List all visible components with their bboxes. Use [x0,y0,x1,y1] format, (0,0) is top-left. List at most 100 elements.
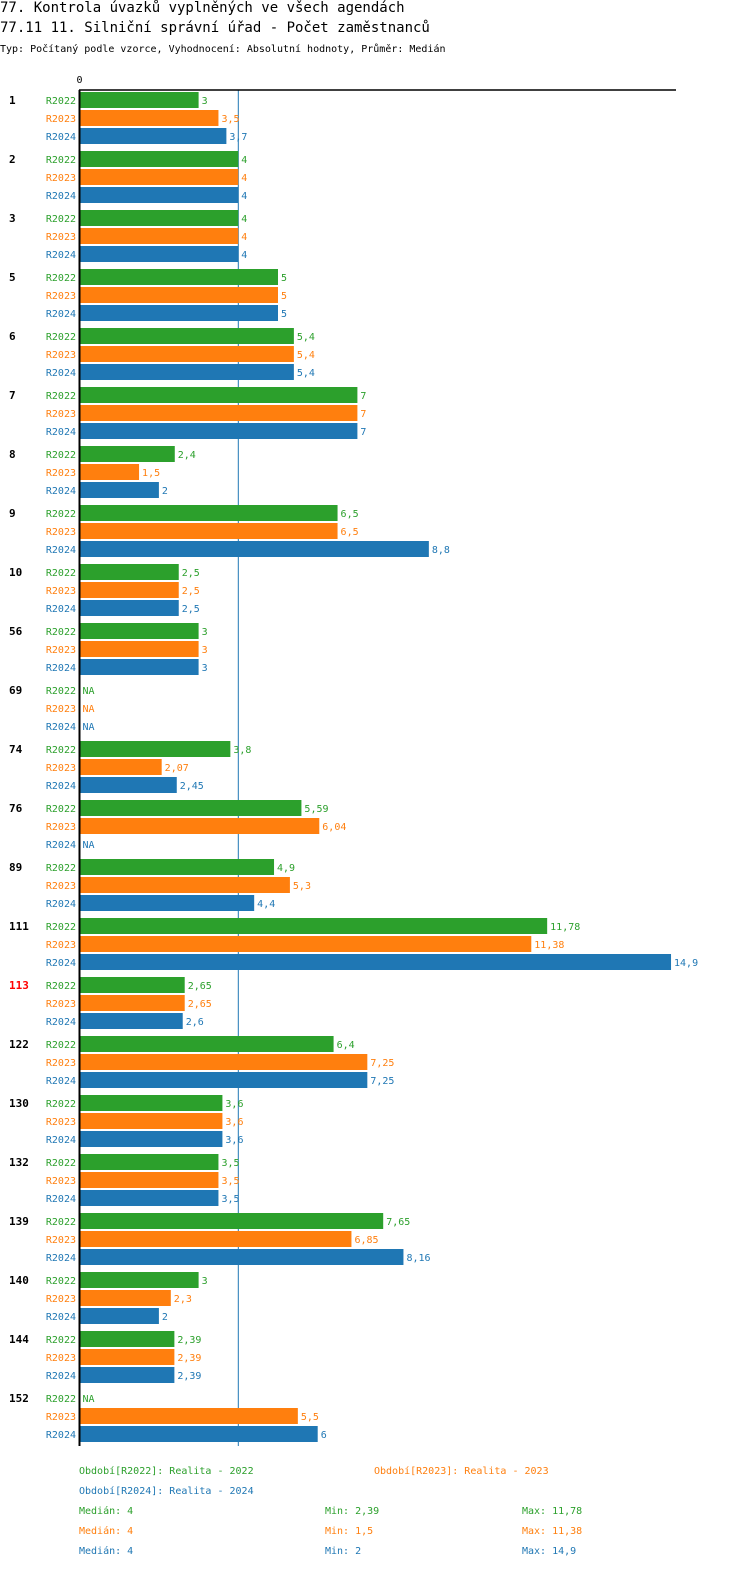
data-label: 7 [360,409,366,420]
data-label: 3,5 [221,1158,239,1169]
series-label: R2022 [46,96,76,107]
data-label: 2,5 [182,604,200,615]
bar [79,1131,223,1147]
bar [79,505,338,521]
data-label: 6,04 [322,822,346,833]
data-label: 2,4 [178,450,196,461]
data-label: 5,5 [301,1412,319,1423]
stat-median-r2023: Medián: 4 [79,1526,134,1537]
data-label: 4 [241,250,247,261]
group-label: 7 [9,389,16,402]
series-label: R2024 [46,958,76,969]
series-label: R2023 [46,1058,76,1069]
data-label: 4,9 [277,863,295,874]
stat-min-r2024: Min: 2 [325,1546,362,1557]
series-label: R2023 [46,1117,76,1128]
group-label: 76 [9,802,23,815]
data-label: 2,6 [186,1017,204,1028]
bar [79,92,199,108]
data-label: 6 [321,1430,327,1441]
data-label: NA [83,704,95,715]
data-label: 5,3 [293,881,311,892]
chart-title: 77. Kontrola úvazků vyplněných ve všech … [0,0,405,16]
bar [79,1367,175,1383]
series-label: R2024 [46,250,76,261]
data-label: 4 [241,232,247,243]
legend-r2022: Období[R2022]: Realita - 2022 [79,1466,254,1477]
bar [79,895,255,911]
data-label: 2,39 [177,1335,201,1346]
series-label: R2023 [46,1412,76,1423]
series-label: R2023 [46,232,76,243]
data-label: 3 [202,663,208,674]
data-label: 5,4 [297,350,315,361]
group-label: 122 [9,1038,29,1051]
bar [79,1154,219,1170]
bar [79,187,239,203]
bar [79,346,294,362]
data-label: 2,39 [177,1371,201,1382]
data-label: 2,39 [177,1353,201,1364]
group-label: 132 [9,1156,29,1169]
bar [79,936,532,952]
series-label: R2023 [46,1353,76,1364]
series-label: R2022 [46,273,76,284]
bar [79,269,278,285]
series-label: R2024 [46,1076,76,1087]
stat-max-r2023: Max: 11,38 [522,1526,583,1537]
bar [79,800,302,816]
series-label: R2022 [46,450,76,461]
bar [79,364,294,380]
axis-zero-label: 0 [76,75,82,86]
bar [79,1190,219,1206]
bar [79,1095,223,1111]
series-label: R2023 [46,1294,76,1305]
data-label: NA [83,686,95,697]
bar [79,228,239,244]
bar [79,1308,159,1324]
series-label: R2022 [46,745,76,756]
stat-min-r2022: Min: 2,39 [325,1506,380,1517]
series-label: R2024 [46,722,76,733]
series-label: R2023 [46,940,76,951]
series-label: R2023 [46,999,76,1010]
bar [79,387,358,403]
series-label: R2023 [46,645,76,656]
bar [79,1290,171,1306]
series-label: R2024 [46,1194,76,1205]
series-label: R2022 [46,509,76,520]
bar [79,446,175,462]
data-label: 1,5 [142,468,160,479]
bar [79,423,358,439]
series-label: R2023 [46,173,76,184]
bar [79,859,275,875]
bar [79,151,239,167]
series-label: R2022 [46,391,76,402]
series-label: R2023 [46,704,76,715]
series-label: R2023 [46,822,76,833]
group-label: 1 [9,94,16,107]
series-label: R2024 [46,1017,76,1028]
series-label: R2022 [46,804,76,815]
series-label: R2023 [46,881,76,892]
series-label: R2023 [46,527,76,538]
group-label: 144 [9,1333,29,1346]
bar [79,1013,183,1029]
bar [79,110,219,126]
stat-median-r2022: Medián: 4 [79,1506,134,1517]
data-label: 2,3 [174,1294,192,1305]
series-label: R2024 [46,604,76,615]
data-label: 4 [241,173,247,184]
data-label: 2,5 [182,586,200,597]
bar [79,659,199,675]
series-label: R2022 [46,922,76,933]
series-label: R2024 [46,663,76,674]
series-label: R2024 [46,899,76,910]
stat-max-r2022: Max: 11,78 [522,1506,583,1517]
bar [79,995,185,1011]
bar [79,741,231,757]
bar [79,1213,384,1229]
group-label: 69 [9,684,22,697]
bar [79,328,294,344]
group-label: 8 [9,448,16,461]
